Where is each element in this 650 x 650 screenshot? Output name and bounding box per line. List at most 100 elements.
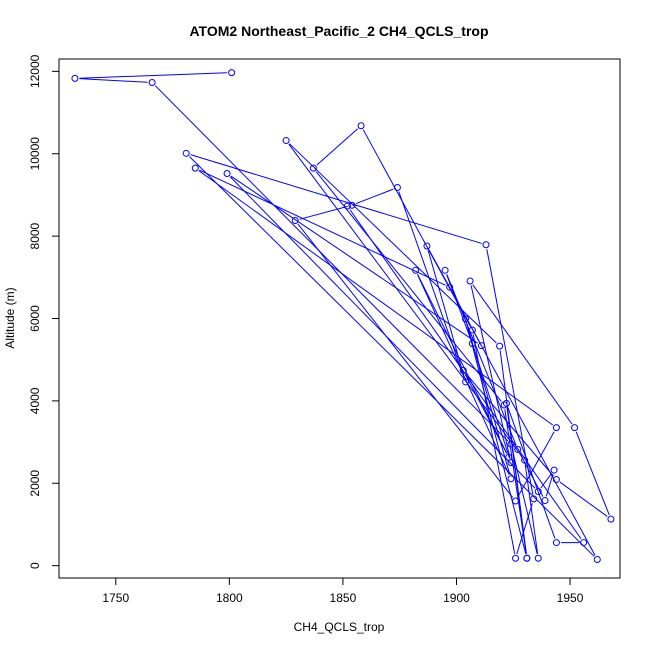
data-point [343, 202, 351, 210]
data-point [191, 164, 199, 172]
data-point [571, 424, 579, 432]
data-point [552, 539, 560, 547]
series-line-segment [190, 154, 482, 244]
series-line-segment [516, 503, 533, 555]
series-line-segment [446, 274, 472, 340]
data-point [534, 488, 542, 495]
x-tick-label: 1750 [102, 591, 129, 605]
data-point [523, 554, 531, 562]
series-line-segment [519, 453, 544, 497]
data-point [507, 475, 515, 483]
data-point [348, 201, 356, 209]
x-tick-label: 1950 [557, 591, 584, 605]
y-tick-label: 10000 [28, 137, 42, 171]
data-point [496, 342, 504, 350]
series-line-segment [79, 72, 228, 79]
data-point [309, 164, 317, 172]
y-tick-label: 4000 [28, 387, 42, 414]
series-line-segment [229, 176, 536, 489]
data-point [502, 399, 510, 407]
series-line-segment [299, 205, 348, 220]
series-line-segment [289, 143, 497, 344]
series-line-segment [427, 250, 465, 378]
series-line-segment [524, 464, 539, 554]
data-point [459, 366, 467, 374]
series-line-segment [517, 431, 555, 498]
data-point [530, 495, 538, 503]
data-point [462, 378, 470, 386]
y-tick-label: 0 [28, 562, 42, 569]
series-line-segment [472, 284, 573, 425]
series-line-segment [417, 274, 510, 475]
data-point [441, 266, 449, 274]
data-point [593, 555, 601, 563]
data-point [357, 122, 365, 130]
data-point [423, 242, 431, 250]
data-point [466, 277, 474, 285]
series-line-segment [507, 407, 556, 539]
data-point [507, 440, 515, 448]
x-axis: 1750 1800 1850 1900 1950 [102, 577, 584, 605]
chart-title: ATOM2 Northeast_Pacific_2 CH4_QCLS_trop [189, 23, 488, 39]
series-line-segment [511, 448, 538, 554]
plot-frame [58, 58, 621, 579]
series-line-segment [466, 323, 527, 554]
series-line-segment [316, 128, 359, 166]
y-tick-label: 6000 [28, 305, 42, 332]
series-line-segment [297, 223, 514, 498]
data-point [468, 326, 476, 334]
data-point [223, 170, 231, 178]
x-axis-label: CH4_QCLS_trop [294, 620, 385, 634]
series-line-segment [199, 169, 446, 286]
y-tick-label: 12000 [28, 54, 42, 88]
data-point [512, 554, 520, 562]
y-axis: 0 2000 4000 6000 8000 10000 12000 [28, 54, 60, 569]
data-point [607, 515, 615, 523]
series-line-segment [466, 323, 511, 475]
data-point [71, 74, 79, 82]
data-point [550, 466, 558, 474]
series-line-segment [545, 474, 554, 497]
series-line-segment [198, 170, 554, 426]
x-tick-label: 1850 [330, 591, 357, 605]
data-point [228, 69, 236, 77]
y-tick-label: 2000 [28, 470, 42, 497]
data-point [462, 315, 470, 323]
data-point [521, 456, 529, 464]
data-point [477, 342, 485, 350]
y-tick-label: 8000 [28, 222, 42, 249]
series-line-segment [559, 481, 608, 517]
series-layer [71, 69, 615, 563]
data-point [580, 539, 588, 547]
data-point [552, 424, 560, 432]
series-line-segment [470, 285, 511, 459]
series-line-segment [79, 78, 148, 83]
series-line-segment [315, 171, 502, 402]
series-line-segment [356, 188, 394, 205]
data-point [282, 137, 290, 145]
data-point [552, 476, 560, 484]
data-point [505, 453, 513, 461]
series-line-segment [189, 156, 595, 557]
data-point [182, 149, 190, 157]
series-line-segment [446, 274, 517, 446]
data-point [482, 241, 490, 249]
y-axis-label: Altitude (m) [3, 287, 17, 348]
data-point [468, 340, 476, 348]
series-line-segment [230, 175, 479, 344]
data-point [393, 184, 401, 192]
data-point [291, 216, 299, 224]
data-point [534, 554, 542, 562]
x-tick-label: 1800 [216, 591, 243, 605]
series-line-segment [486, 249, 534, 495]
data-point [446, 283, 454, 291]
data-point [514, 445, 522, 453]
x-tick-label: 1900 [443, 591, 470, 605]
series-line-segment [540, 473, 552, 489]
data-point [148, 78, 156, 86]
data-point [541, 497, 549, 505]
series-line-segment [154, 85, 509, 442]
series-line-segment [398, 191, 465, 378]
data-point [512, 497, 520, 505]
